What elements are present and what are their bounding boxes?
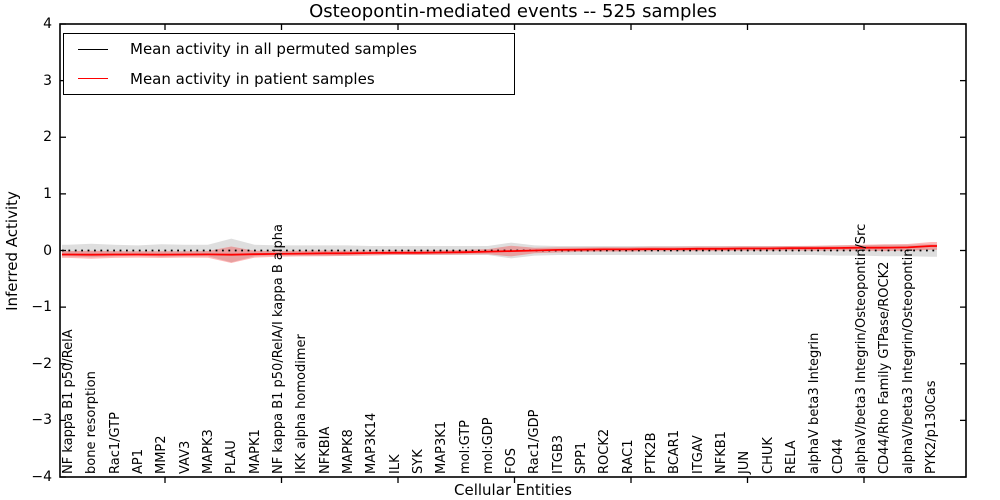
x-tick-label: PLAU [224, 440, 240, 474]
x-tick-label: PTK2B [644, 432, 660, 475]
x-tick-label: alphaV/beta3 Integrin/Osteopontin/Src [854, 223, 870, 474]
x-tick-label: IKK alpha homodimer [294, 334, 310, 474]
x-tick-label: RELA [784, 440, 800, 474]
x-tick-label: CHUK [760, 437, 776, 474]
x-tick-label: CD44 [830, 438, 846, 474]
x-tick-label: NFKB1 [714, 431, 730, 474]
x-axis-label: Cellular Entities [454, 481, 572, 499]
legend-item-permuted: Mean activity in all permuted samples [64, 35, 514, 63]
x-tick-label: SPP1 [574, 441, 590, 474]
x-tick-label: MAP3K1 [434, 420, 450, 474]
chart-title: Osteopontin-mediated events -- 525 sampl… [309, 1, 717, 22]
x-tick-label: ITGAV [690, 435, 706, 474]
x-tick-label: MAP3K14 [364, 412, 380, 474]
y-tick-label: 2 [43, 129, 52, 146]
x-tick-label: bone resorption [84, 371, 100, 474]
legend-label-patient: Mean activity in patient samples [130, 69, 375, 88]
x-tick-label: BCAR1 [667, 430, 683, 474]
y-tick-label: −1 [31, 299, 52, 316]
x-tick-label: mol:GDP [480, 417, 496, 474]
legend-line-patient-icon [78, 78, 108, 80]
legend-label-permuted: Mean activity in all permuted samples [130, 40, 417, 59]
x-tick-label: NF kappa B1 p50/RelA [61, 329, 76, 474]
patient-mean-line [62, 245, 937, 256]
y-tick-label: −4 [31, 469, 52, 485]
y-tick-label: −3 [31, 412, 52, 429]
x-tick-label: JUN [737, 450, 753, 474]
x-tick-label: SYK [410, 449, 426, 474]
y-tick-label: 3 [43, 72, 52, 89]
legend-line-permuted-icon [78, 48, 108, 50]
x-tick-label: PYK2/p130Cas [924, 380, 939, 474]
x-tick-label: Rac1/GDP [527, 409, 543, 474]
legend-item-patient: Mean activity in patient samples [64, 65, 514, 93]
x-tick-label: NFKBIA [317, 426, 333, 474]
y-tick-label: −2 [31, 355, 52, 372]
x-tick-label: FOS [504, 448, 520, 474]
x-tick-label: MAPK1 [247, 429, 263, 474]
x-tick-label: ILK [387, 454, 403, 474]
y-tick-label: 4 [43, 16, 52, 32]
patient-band [62, 242, 937, 263]
y-tick-label: 0 [43, 242, 52, 259]
x-tick-label: alphaV/beta3 Integrin/Osteopontin [900, 248, 916, 474]
x-tick-label: AP1 [130, 448, 146, 474]
x-tick-label: RAC1 [620, 439, 636, 474]
x-tick-label: Rac1/GTP [107, 412, 123, 474]
x-tick-label: mol:GTP [457, 420, 473, 474]
x-tick-label: ROCK2 [597, 428, 613, 474]
x-tick-label: MAPK3 [200, 429, 216, 474]
x-tick-label: ITGB3 [550, 434, 566, 474]
x-tick-label: VAV3 [177, 440, 193, 474]
x-tick-label: NF kappa B1 p50/RelA/I kappa B alpha [270, 224, 286, 474]
y-tick-label: 1 [43, 185, 52, 202]
x-tick-label: MAPK8 [340, 429, 356, 474]
x-tick-label: CD44/Rho Family GTPase/ROCK2 [877, 261, 893, 474]
x-tick-label: alphaV beta3 Integrin [807, 332, 823, 474]
legend: Mean activity in all permuted samples Me… [63, 33, 515, 95]
x-tick-label: MMP2 [154, 435, 170, 474]
